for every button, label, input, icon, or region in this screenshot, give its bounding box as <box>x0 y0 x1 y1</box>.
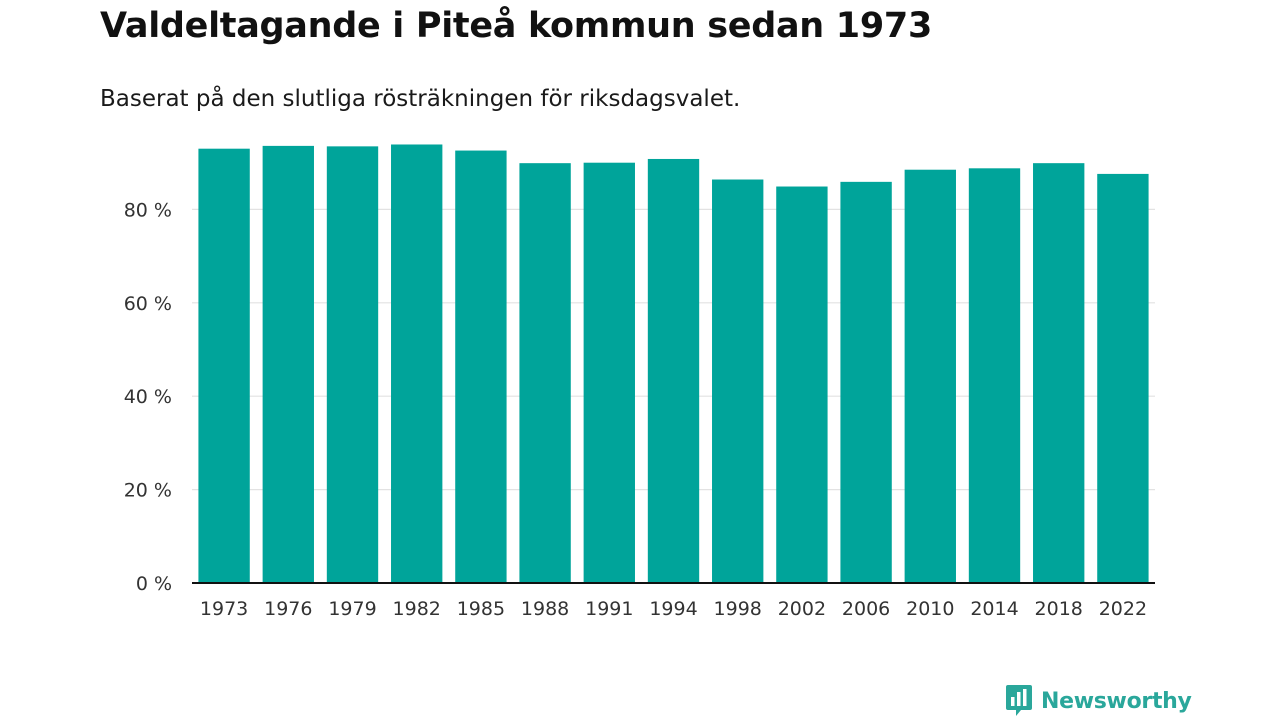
bar-1998[interactable] <box>712 179 764 583</box>
chart-title: Valdeltagande i Piteå kommun sedan 1973 <box>100 6 932 46</box>
bar-1982[interactable] <box>391 144 443 583</box>
y-axis-ticks: 0 % 20 % 40 % 60 % 80 % <box>124 199 172 595</box>
bar-2002[interactable] <box>776 186 828 583</box>
bar-1991[interactable] <box>583 162 635 583</box>
chart-subtitle: Baserat på den slutliga rösträkningen fö… <box>100 86 741 112</box>
x-tick-label: 2010 <box>906 598 954 620</box>
bar-chart: 0 % 20 % 40 % 60 % 80 % 1973 1976 1979 1982 1985… <box>124 144 1155 620</box>
x-tick-label: 1988 <box>521 598 569 620</box>
y-tick-label: 80 % <box>124 199 172 221</box>
y-tick-label: 20 % <box>124 480 172 502</box>
x-tick-label: 2022 <box>1099 598 1147 620</box>
bar-1979[interactable] <box>326 146 379 584</box>
bar-2022[interactable] <box>1097 173 1149 583</box>
x-tick-label: 1973 <box>200 598 248 620</box>
bar-1985[interactable] <box>455 150 507 584</box>
x-tick-label: 2002 <box>778 598 826 620</box>
bar-chart-speech-bubble-icon <box>1006 685 1032 716</box>
x-tick-label: 2014 <box>970 598 1018 620</box>
brand-name: Newsworthy <box>1041 688 1192 714</box>
bar-1994[interactable] <box>647 158 700 584</box>
x-axis-ticks: 1973 1976 1979 1982 1985 1988 1991 1994 1998 2002… <box>200 598 1147 620</box>
bar-2010[interactable] <box>904 169 956 583</box>
x-tick-label: 1985 <box>457 598 505 620</box>
bar-2018[interactable] <box>1033 163 1085 584</box>
x-tick-label: 1998 <box>714 598 762 620</box>
bar-2006[interactable] <box>840 181 892 584</box>
x-tick-label: 2018 <box>1035 598 1083 620</box>
x-tick-label: 1976 <box>264 598 312 620</box>
x-tick-label: 1982 <box>393 598 441 620</box>
x-tick-label: 1991 <box>585 598 633 620</box>
bar-1988[interactable] <box>519 163 571 584</box>
x-tick-label: 1994 <box>649 598 697 620</box>
bar-2014[interactable] <box>968 168 1021 583</box>
y-tick-label: 60 % <box>124 293 172 315</box>
bars <box>198 144 1149 584</box>
x-tick-label: 1979 <box>328 598 376 620</box>
bar-1976[interactable] <box>262 145 314 583</box>
brand-logo: Newsworthy <box>1005 684 1192 718</box>
y-tick-label: 0 % <box>136 573 172 595</box>
y-tick-label: 40 % <box>124 386 172 408</box>
bar-1973[interactable] <box>198 148 250 583</box>
x-tick-label: 2006 <box>842 598 890 620</box>
